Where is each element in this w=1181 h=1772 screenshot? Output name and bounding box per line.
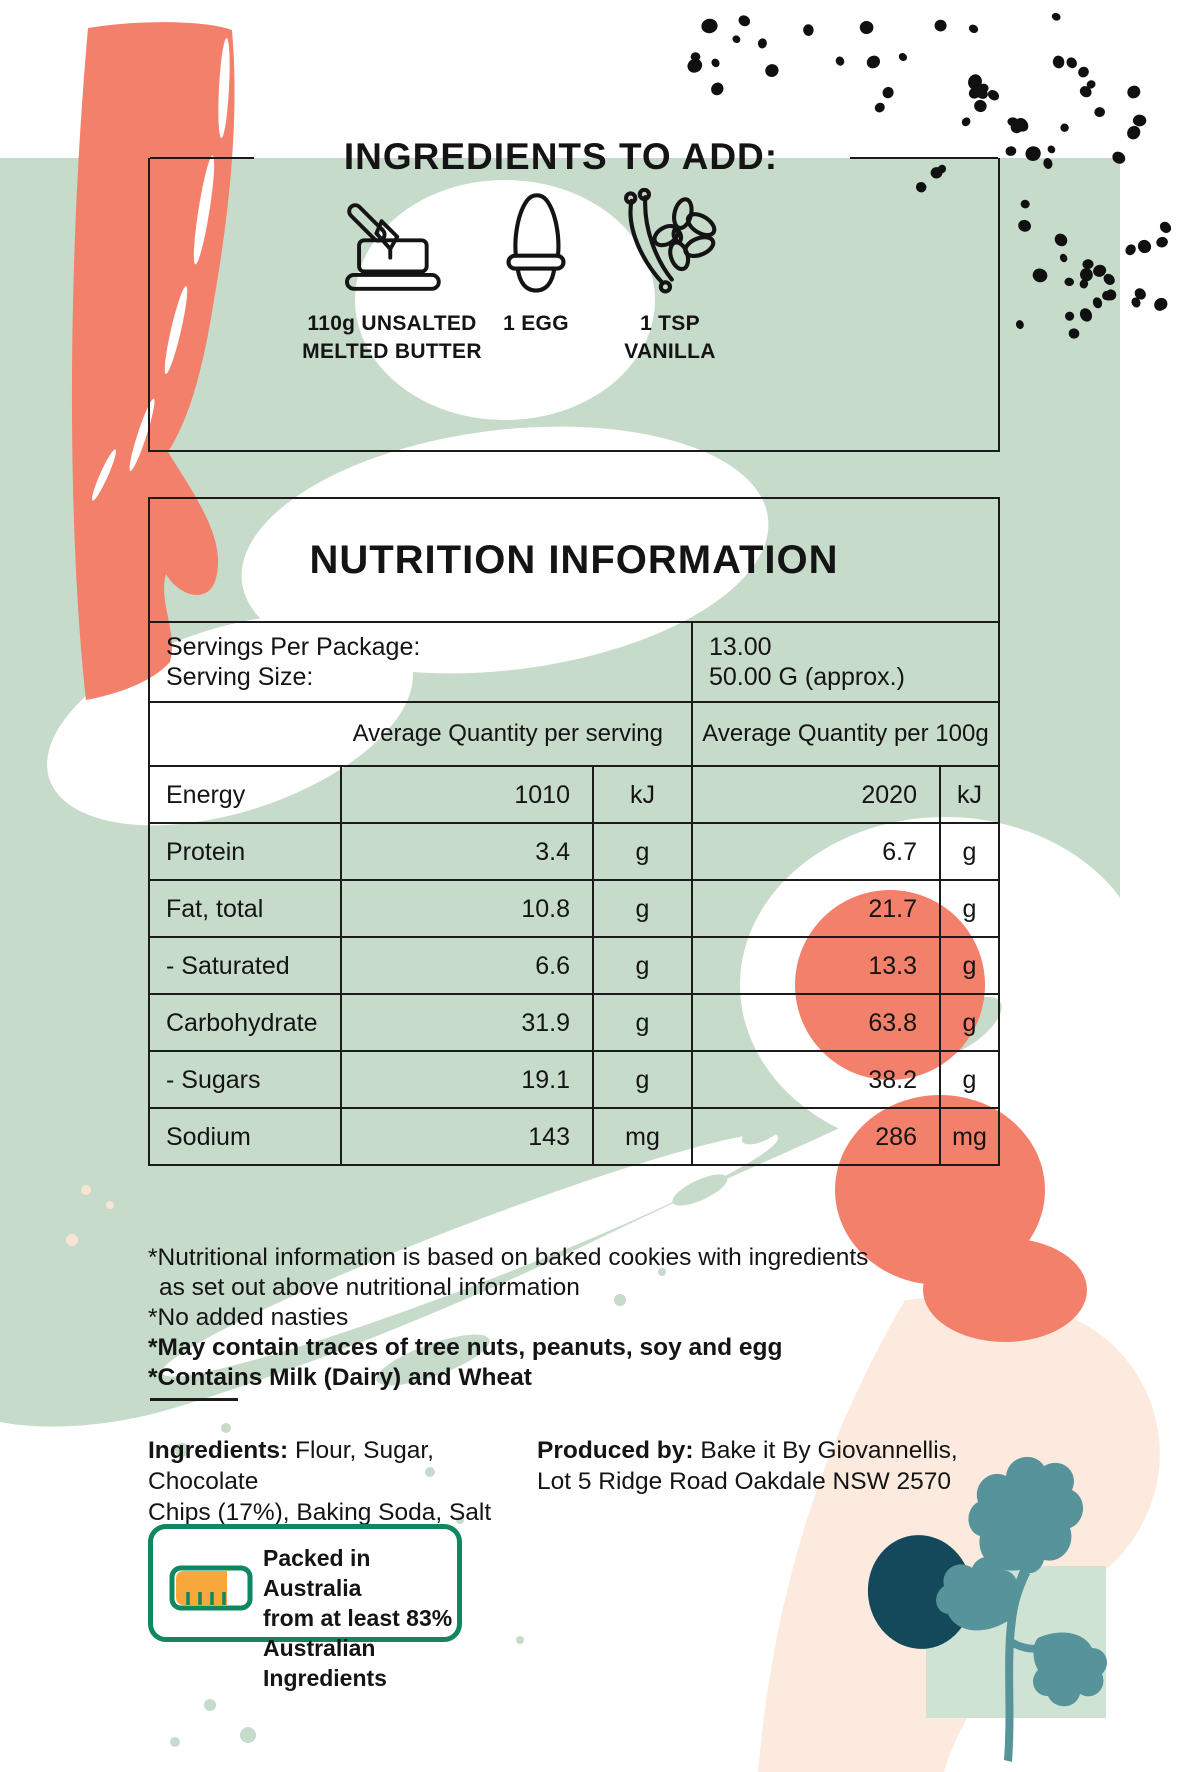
row-value-100g: 63.8	[691, 995, 939, 1050]
row-value-serving: 6.6	[340, 938, 592, 993]
navy-blob	[867, 1535, 973, 1649]
coral-brush-stroke	[71, 22, 235, 700]
row-unit-100g: kJ	[939, 767, 998, 822]
table-row: Sodium 143 mg 286 mg	[150, 1107, 998, 1164]
table-row: - Saturated 6.6 g 13.3 g	[150, 936, 998, 993]
row-unit-100g: g	[939, 881, 998, 936]
ingredient-item-butter: 110g UNSALTED MELTED BUTTER	[282, 188, 502, 365]
row-value-serving: 1010	[340, 767, 592, 822]
row-unit-100g: g	[939, 995, 998, 1050]
ingredient-label: 1 EGG	[503, 312, 569, 335]
servings-row: Servings Per Package: Serving Size: 13.00…	[150, 621, 998, 701]
row-value-100g: 38.2	[691, 1052, 939, 1107]
row-unit-serving: mg	[592, 1109, 691, 1164]
producer-text: Bake it By Giovannellis,	[700, 1437, 958, 1464]
ingredients-text: Flour, Sugar, Chocolate	[148, 1437, 434, 1495]
column-header-row: Average Quantity per serving Average Qua…	[150, 701, 998, 765]
table-row: Carbohydrate 31.9 g 63.8 g	[150, 993, 998, 1050]
servings-labels: Servings Per Package: Serving Size:	[166, 633, 421, 691]
table-row: Protein 3.4 g 6.7 g	[150, 822, 998, 879]
aus-bar-chart-icon	[169, 1565, 253, 1611]
row-label: Fat, total	[166, 894, 264, 923]
table-row: Fat, total 10.8 g 21.7 g	[150, 879, 998, 936]
divider-rule	[150, 1398, 238, 1401]
leaf-illustration	[936, 1456, 1107, 1762]
row-label: Carbohydrate	[166, 1008, 318, 1037]
ingredients-text: Chips (17%), Baking Soda, Salt	[148, 1499, 492, 1526]
row-label: Energy	[166, 780, 246, 809]
row-label: Sodium	[166, 1122, 251, 1151]
row-unit-serving: g	[592, 881, 691, 936]
bottom-left-dots	[49, 1144, 114, 1261]
producer-info: Produced by: Bake it By Giovannellis, Lo…	[537, 1435, 1027, 1497]
row-value-100g: 13.3	[691, 938, 939, 993]
table-row: - Sugars 19.1 g 38.2 g	[150, 1050, 998, 1107]
col-header-per-100g: Average Quantity per 100g	[691, 703, 998, 765]
footnote-line: *No added nasties	[148, 1304, 349, 1331]
col-header-per-serving: Average Quantity per serving	[352, 719, 663, 747]
row-unit-serving: g	[592, 1052, 691, 1107]
row-value-serving: 143	[340, 1109, 592, 1164]
footnotes: *Nutritional information is based on bak…	[148, 1243, 1008, 1393]
peach-arch-shape	[758, 1296, 1160, 1772]
ingredients-lead: Ingredients:	[148, 1437, 289, 1464]
row-value-100g: 286	[691, 1109, 939, 1164]
footnote-line: as set out above nutritional information	[159, 1274, 580, 1301]
row-label: Protein	[166, 837, 246, 866]
egg-icon	[506, 193, 566, 293]
badge-line: Australian Ingredients	[263, 1635, 387, 1691]
row-value-100g: 21.7	[691, 881, 939, 936]
ingredient-label: 110g UNSALTED MELTED BUTTER	[302, 312, 482, 363]
ingredients-to-add-box: INGREDIENTS TO ADD: 110g UNSALTED MELTED…	[148, 136, 1000, 452]
row-unit-100g: mg	[939, 1109, 998, 1164]
row-unit-100g: g	[939, 938, 998, 993]
row-unit-serving: g	[592, 824, 691, 879]
producer-lead: Produced by:	[537, 1437, 694, 1464]
ingredients-box-title: INGREDIENTS TO ADD:	[343, 136, 779, 178]
nutrition-title: NUTRITION INFORMATION	[309, 537, 839, 582]
row-value-serving: 3.4	[340, 824, 592, 879]
box-border-segment	[150, 156, 254, 159]
row-value-serving: 31.9	[340, 995, 592, 1050]
footnote-line: *Nutritional information is based on bak…	[148, 1244, 869, 1271]
ingredient-item-vanilla: 1 TSP VANILLA	[590, 188, 750, 365]
row-value-100g: 2020	[691, 767, 939, 822]
footnote-line-allergen: *May contain traces of tree nuts, peanut…	[148, 1334, 783, 1361]
row-unit-100g: g	[939, 1052, 998, 1107]
row-value-serving: 10.8	[340, 881, 592, 936]
badge-text: Packed in Australia from at least 83% Au…	[263, 1543, 457, 1693]
ingredient-item-egg: 1 EGG	[481, 188, 591, 338]
row-value-100g: 6.7	[691, 824, 939, 879]
badge-line: from at least 83%	[263, 1605, 453, 1631]
dots-pattern	[687, 12, 1172, 339]
row-unit-serving: g	[592, 938, 691, 993]
row-value-serving: 19.1	[340, 1052, 592, 1107]
ingredients-list: Ingredients: Flour, Sugar, Chocolate Chi…	[148, 1435, 548, 1528]
badge-line: Packed in Australia	[263, 1545, 371, 1601]
butter-dish-icon	[344, 203, 441, 291]
producer-text: Lot 5 Ridge Road Oakdale NSW 2570	[537, 1468, 952, 1495]
nutrition-information-table: NUTRITION INFORMATION Servings Per Packa…	[148, 497, 1000, 1166]
table-row: Energy 1010 kJ 2020 kJ	[150, 765, 998, 822]
row-unit-serving: g	[592, 995, 691, 1050]
row-unit-100g: g	[939, 824, 998, 879]
row-label: - Saturated	[166, 951, 290, 980]
vanilla-flower-icon	[624, 188, 717, 294]
footnote-line-allergen: *Contains Milk (Dairy) and Wheat	[148, 1364, 532, 1391]
packed-in-australia-badge: Packed in Australia from at least 83% Au…	[148, 1524, 462, 1691]
servings-values: 13.00 50.00 G (approx.)	[691, 623, 998, 701]
row-unit-serving: kJ	[592, 767, 691, 822]
ingredient-label: 1 TSP VANILLA	[624, 312, 716, 363]
row-label: - Sugars	[166, 1065, 261, 1094]
box-border-segment	[850, 156, 998, 159]
